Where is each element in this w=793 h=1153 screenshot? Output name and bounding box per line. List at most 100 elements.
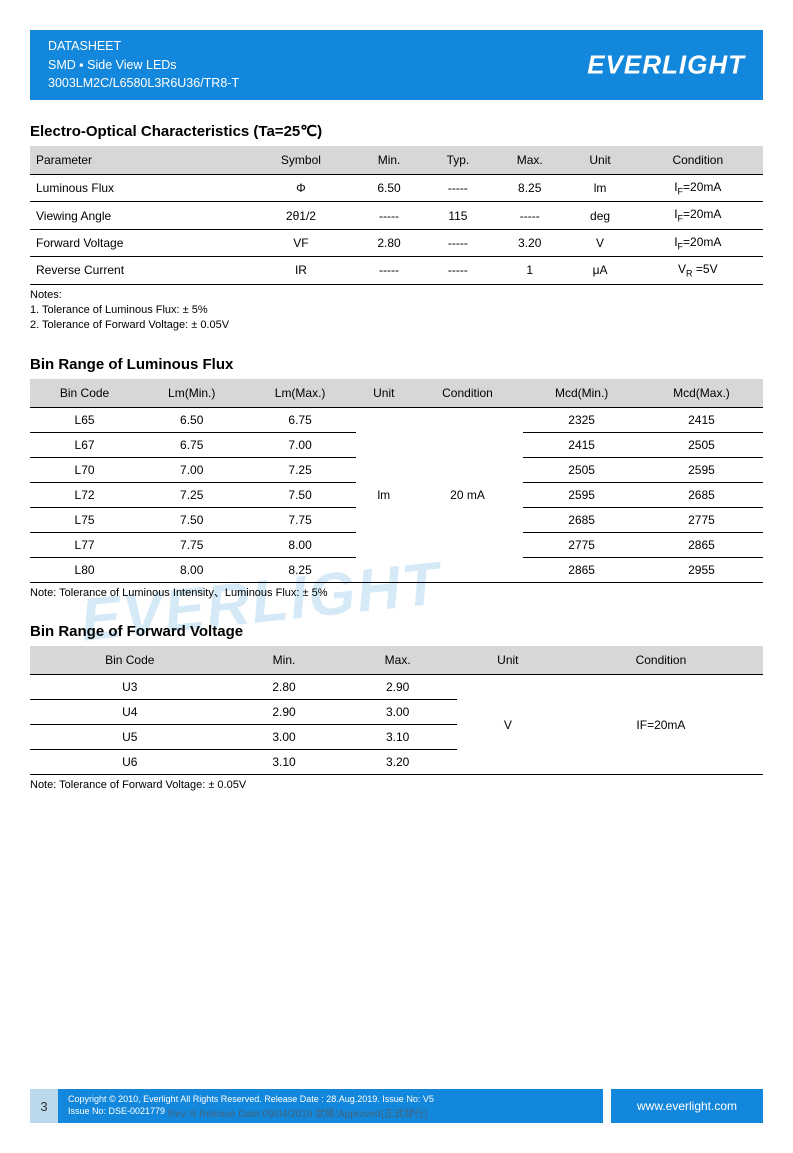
table-cell: 2955 <box>640 557 763 582</box>
section3-title: Bin Range of Forward Voltage <box>30 623 763 640</box>
table-cell: 6.75 <box>139 432 244 457</box>
table-cell: 8.00 <box>139 557 244 582</box>
table-header: Typ. <box>424 146 492 175</box>
table-row: L656.506.75lm20 mA23252415 <box>30 407 763 432</box>
table-cell: lm <box>356 407 412 582</box>
table-cell: Luminous Flux <box>30 175 248 202</box>
table-header: Condition <box>633 146 763 175</box>
table-cell: ----- <box>424 175 492 202</box>
header-line3: 3003LM2C/L6580L3R6U36/TR8-T <box>48 74 239 93</box>
table-header: Unit <box>567 146 632 175</box>
table-row: U32.802.90VIF=20mA <box>30 675 763 700</box>
header-text: DATASHEET SMD ▪ Side View LEDs 3003LM2C/… <box>48 37 239 93</box>
table-cell: lm <box>567 175 632 202</box>
table-cell: 20 mA <box>412 407 524 582</box>
table-row: Reverse CurrentIR----------1μAVR =5V <box>30 257 763 284</box>
table-cell: ----- <box>424 257 492 284</box>
table-cell: 2325 <box>523 407 640 432</box>
table-cell: V <box>567 229 632 256</box>
table-cell: μA <box>567 257 632 284</box>
table-header: Unit <box>356 379 412 408</box>
table-cell: 3.10 <box>230 750 339 775</box>
table-cell: V <box>457 675 559 775</box>
table-cell: IR <box>248 257 355 284</box>
table-cell: U6 <box>30 750 230 775</box>
table-cell: 8.25 <box>244 557 356 582</box>
table-cell: U3 <box>30 675 230 700</box>
notes-label: Notes: <box>30 288 763 303</box>
table-cell: 8.25 <box>492 175 568 202</box>
table-cell: 3.00 <box>339 700 457 725</box>
table-cell: 2685 <box>523 507 640 532</box>
table-cell: 2415 <box>523 432 640 457</box>
table-header: Max. <box>339 646 457 675</box>
table-header: Parameter <box>30 146 248 175</box>
table-cell: 7.75 <box>244 507 356 532</box>
table-cell: IF=20mA <box>633 202 763 229</box>
table-cell: 2505 <box>640 432 763 457</box>
table-cell: 7.25 <box>139 482 244 507</box>
luminous-flux-bin-table: Bin CodeLm(Min.)Lm(Max.)UnitConditionMcd… <box>30 379 763 583</box>
table-cell: U5 <box>30 725 230 750</box>
table-cell: 7.50 <box>244 482 356 507</box>
table-cell: ----- <box>492 202 568 229</box>
table-header: Condition <box>559 646 763 675</box>
section1-title: Electro-Optical Characteristics (Ta=25℃) <box>30 122 763 140</box>
table-row: Viewing Angle2θ1/2-----115-----degIF=20m… <box>30 202 763 229</box>
table-cell: 3.20 <box>339 750 457 775</box>
table-cell: 2865 <box>523 557 640 582</box>
table-cell: L77 <box>30 532 139 557</box>
table-cell: 6.50 <box>139 407 244 432</box>
table-cell: 1 <box>492 257 568 284</box>
table-row: Forward VoltageVF2.80-----3.20VIF=20mA <box>30 229 763 256</box>
table-cell: 3.00 <box>230 725 339 750</box>
table-cell: ----- <box>354 202 424 229</box>
section3-note: Note: Tolerance of Forward Voltage: ± 0.… <box>30 778 763 793</box>
note1: 1. Tolerance of Luminous Flux: ± 5% <box>30 303 763 318</box>
table-header: Mcd(Max.) <box>640 379 763 408</box>
table-cell: 8.00 <box>244 532 356 557</box>
table-cell: 2.80 <box>230 675 339 700</box>
table-cell: 6.75 <box>244 407 356 432</box>
footer-ghost: Rev.:5 Release Date:09/04/2019 狀態:Approv… <box>168 1108 427 1122</box>
table-header: Condition <box>412 379 524 408</box>
table-cell: 2775 <box>640 507 763 532</box>
table-cell: 7.00 <box>244 432 356 457</box>
table-cell: ----- <box>354 257 424 284</box>
footer-url: www.everlight.com <box>603 1089 763 1123</box>
table-cell: L72 <box>30 482 139 507</box>
footer-text: Copyright © 2010, Everlight All Rights R… <box>58 1089 603 1123</box>
forward-voltage-bin-table: Bin CodeMin.Max.UnitCondition U32.802.90… <box>30 646 763 775</box>
table-cell: deg <box>567 202 632 229</box>
table-cell: 2.90 <box>339 675 457 700</box>
table-header: Bin Code <box>30 646 230 675</box>
table-cell: 2595 <box>523 482 640 507</box>
table-cell: VR =5V <box>633 257 763 284</box>
table-cell: 2415 <box>640 407 763 432</box>
table-cell: 7.50 <box>139 507 244 532</box>
table-cell: ----- <box>424 229 492 256</box>
table-cell: 7.25 <box>244 457 356 482</box>
section2-title: Bin Range of Luminous Flux <box>30 356 763 373</box>
note2: 2. Tolerance of Forward Voltage: ± 0.05V <box>30 318 763 333</box>
table-cell: 2.90 <box>230 700 339 725</box>
table-cell: IF=20mA <box>633 175 763 202</box>
page-number: 3 <box>30 1089 58 1123</box>
table-cell: VF <box>248 229 355 256</box>
header-line1: DATASHEET <box>48 37 239 56</box>
table-cell: 7.75 <box>139 532 244 557</box>
table-cell: 2.80 <box>354 229 424 256</box>
table-header: Min. <box>230 646 339 675</box>
table-cell: L75 <box>30 507 139 532</box>
table-cell: L70 <box>30 457 139 482</box>
table-row: Luminous FluxΦ6.50-----8.25lmIF=20mA <box>30 175 763 202</box>
table-cell: Φ <box>248 175 355 202</box>
footer: 3 Copyright © 2010, Everlight All Rights… <box>30 1089 763 1123</box>
table-cell: 2685 <box>640 482 763 507</box>
table-header: Symbol <box>248 146 355 175</box>
table-cell: 3.20 <box>492 229 568 256</box>
table-cell: U4 <box>30 700 230 725</box>
table-cell: IF=20mA <box>559 675 763 775</box>
table-header: Bin Code <box>30 379 139 408</box>
table-cell: 2775 <box>523 532 640 557</box>
